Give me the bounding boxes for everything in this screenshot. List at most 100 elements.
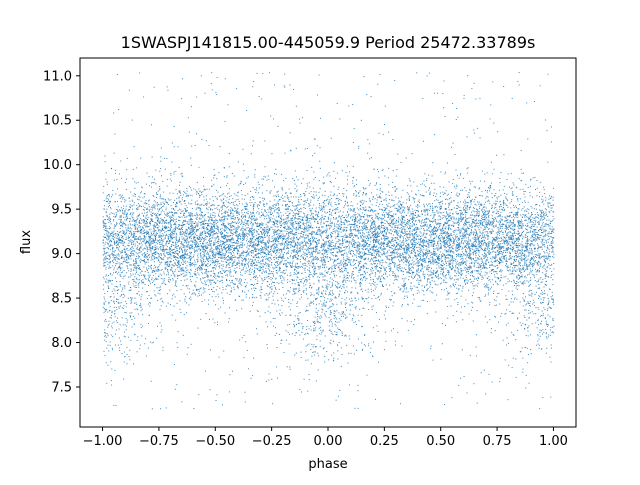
data-point	[232, 213, 234, 215]
data-point	[310, 232, 312, 234]
data-point	[190, 226, 192, 228]
data-point	[349, 338, 351, 340]
data-point	[263, 266, 265, 268]
data-point	[259, 266, 261, 268]
data-point	[179, 300, 181, 302]
data-point	[498, 189, 500, 191]
data-point	[103, 260, 105, 262]
data-point	[107, 344, 109, 346]
data-point	[244, 251, 246, 253]
data-point	[353, 321, 355, 323]
data-point	[166, 216, 168, 218]
data-point	[267, 252, 269, 254]
data-point	[245, 256, 247, 258]
data-point	[391, 227, 393, 229]
data-point	[274, 243, 276, 245]
data-point	[459, 242, 461, 244]
data-point	[499, 231, 501, 233]
data-point	[323, 218, 325, 220]
data-point	[417, 228, 419, 230]
data-point	[353, 315, 355, 317]
data-point	[365, 193, 367, 195]
data-point	[138, 291, 140, 293]
data-point	[288, 231, 290, 233]
data-point	[418, 214, 420, 216]
data-point	[248, 273, 250, 275]
data-point	[382, 134, 384, 136]
data-point	[177, 227, 179, 229]
data-point	[181, 401, 183, 403]
data-point	[155, 224, 157, 226]
data-point	[238, 211, 240, 213]
data-point	[141, 212, 143, 214]
data-point	[197, 295, 199, 297]
data-point	[370, 279, 372, 281]
data-point	[513, 232, 515, 234]
data-point	[105, 282, 107, 284]
data-point	[408, 269, 410, 271]
data-point	[202, 249, 204, 250]
data-point	[312, 217, 314, 219]
data-point	[196, 222, 198, 224]
data-point	[280, 226, 282, 228]
data-point	[519, 322, 521, 324]
data-point	[519, 270, 521, 272]
data-point	[248, 240, 250, 242]
data-point	[278, 250, 280, 252]
data-point	[162, 240, 164, 242]
data-point	[191, 145, 193, 147]
data-point	[125, 325, 127, 327]
data-point	[534, 218, 536, 220]
data-point	[348, 234, 350, 236]
data-point	[460, 189, 462, 191]
data-point	[240, 233, 242, 235]
data-point	[444, 208, 446, 210]
data-point	[419, 305, 421, 307]
data-point	[314, 238, 316, 240]
data-point	[397, 244, 399, 246]
data-point	[523, 250, 525, 252]
data-point	[516, 275, 518, 277]
data-point	[407, 303, 409, 305]
data-point	[136, 255, 138, 257]
data-point	[469, 278, 471, 280]
data-point	[537, 221, 539, 223]
data-point	[466, 209, 468, 211]
data-point	[293, 227, 295, 229]
data-point	[279, 220, 281, 222]
data-point	[304, 228, 306, 230]
data-point	[240, 235, 242, 237]
data-point	[137, 274, 139, 276]
data-point	[552, 196, 554, 198]
data-point	[502, 252, 504, 254]
data-point	[439, 202, 441, 204]
data-point	[110, 167, 112, 169]
data-point	[109, 217, 111, 219]
data-point	[238, 261, 240, 263]
data-point	[225, 210, 227, 212]
data-point	[436, 223, 438, 225]
data-point	[212, 266, 214, 268]
data-point	[124, 331, 126, 333]
data-point	[445, 250, 447, 252]
data-point	[310, 292, 312, 294]
data-point	[371, 228, 373, 230]
data-point	[140, 192, 142, 194]
data-point	[125, 329, 127, 331]
data-point	[501, 208, 503, 210]
data-point	[546, 252, 548, 254]
data-point	[343, 335, 345, 337]
data-point	[236, 278, 238, 280]
data-point	[406, 249, 408, 251]
data-point	[470, 278, 472, 280]
data-point	[247, 245, 249, 247]
data-point	[550, 242, 552, 244]
data-point	[107, 206, 109, 208]
data-point	[355, 267, 357, 269]
data-point	[182, 256, 184, 258]
data-point	[280, 217, 282, 219]
data-point	[205, 270, 207, 272]
data-point	[210, 245, 212, 247]
data-point	[147, 233, 149, 235]
data-point	[264, 229, 266, 231]
